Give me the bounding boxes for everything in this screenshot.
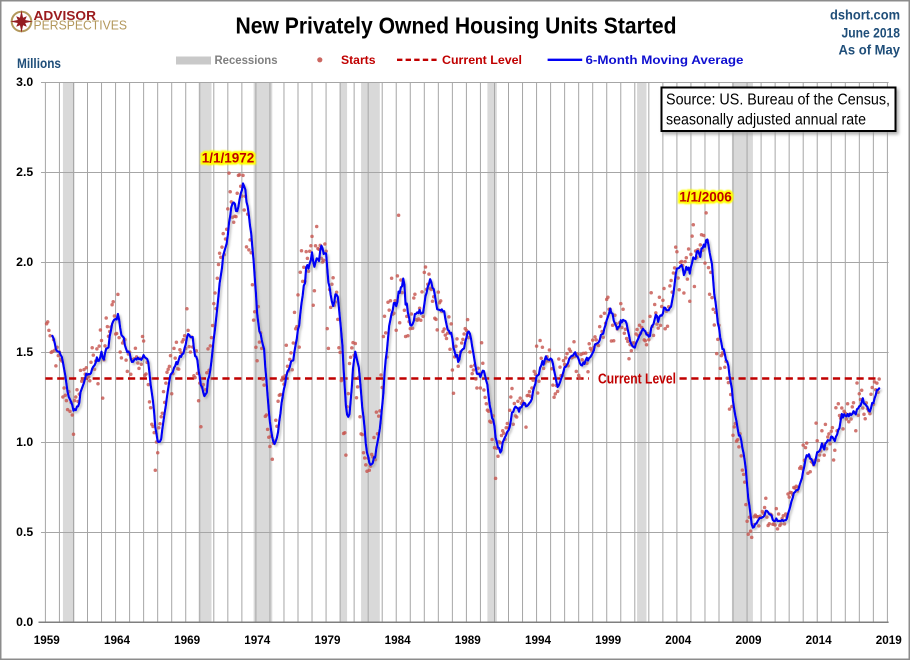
svg-text:New Privately Owned Housing Un: New Privately Owned Housing Units Starte… [236, 13, 677, 39]
svg-text:2019: 2019 [876, 635, 902, 647]
svg-text:1/1/1972: 1/1/1972 [202, 151, 255, 166]
svg-text:As of May: As of May [839, 42, 901, 58]
svg-text:1969: 1969 [174, 635, 200, 647]
svg-text:Source: US. Bureau of the Cens: Source: US. Bureau of the Census, [666, 92, 890, 109]
svg-text:0.5: 0.5 [16, 527, 34, 539]
svg-text:1984: 1984 [385, 635, 412, 647]
svg-text:1979: 1979 [314, 635, 340, 647]
svg-text:2014: 2014 [806, 635, 833, 647]
svg-text:ADVISOR: ADVISOR [34, 8, 97, 23]
svg-text:3.0: 3.0 [16, 77, 33, 89]
svg-text:seasonally adjusted annual rat: seasonally adjusted annual rate [666, 112, 866, 129]
svg-text:1999: 1999 [595, 635, 621, 647]
svg-text:dshort.com: dshort.com [830, 6, 900, 22]
svg-text:Millions: Millions [17, 55, 61, 71]
svg-text:2.5: 2.5 [16, 167, 34, 179]
svg-text:2004: 2004 [665, 635, 692, 647]
svg-text:Starts: Starts [341, 53, 376, 67]
svg-text:0.0: 0.0 [16, 617, 33, 629]
svg-text:6-Month Moving Average: 6-Month Moving Average [586, 53, 744, 67]
svg-text:1/1/2006: 1/1/2006 [679, 190, 732, 205]
svg-text:1.0: 1.0 [16, 437, 33, 449]
svg-text:1/1/1972: 1/1/1972 [202, 151, 255, 166]
svg-text:2009: 2009 [735, 635, 761, 647]
svg-text:2.0: 2.0 [16, 257, 33, 269]
svg-text:PERSPECTIVES: PERSPECTIVES [34, 18, 128, 33]
svg-text:Current Level: Current Level [442, 53, 522, 67]
svg-text:1/1/2006: 1/1/2006 [679, 190, 732, 205]
svg-text:1959: 1959 [34, 635, 60, 647]
svg-text:1994: 1994 [525, 635, 552, 647]
svg-text:Current Level: Current Level [598, 372, 676, 388]
svg-text:1964: 1964 [104, 635, 131, 647]
svg-text:1.5: 1.5 [16, 347, 34, 359]
svg-text:1989: 1989 [455, 635, 481, 647]
svg-text:1974: 1974 [244, 635, 271, 647]
svg-text:Recessions: Recessions [215, 53, 278, 67]
svg-text:June 2018: June 2018 [842, 25, 901, 41]
